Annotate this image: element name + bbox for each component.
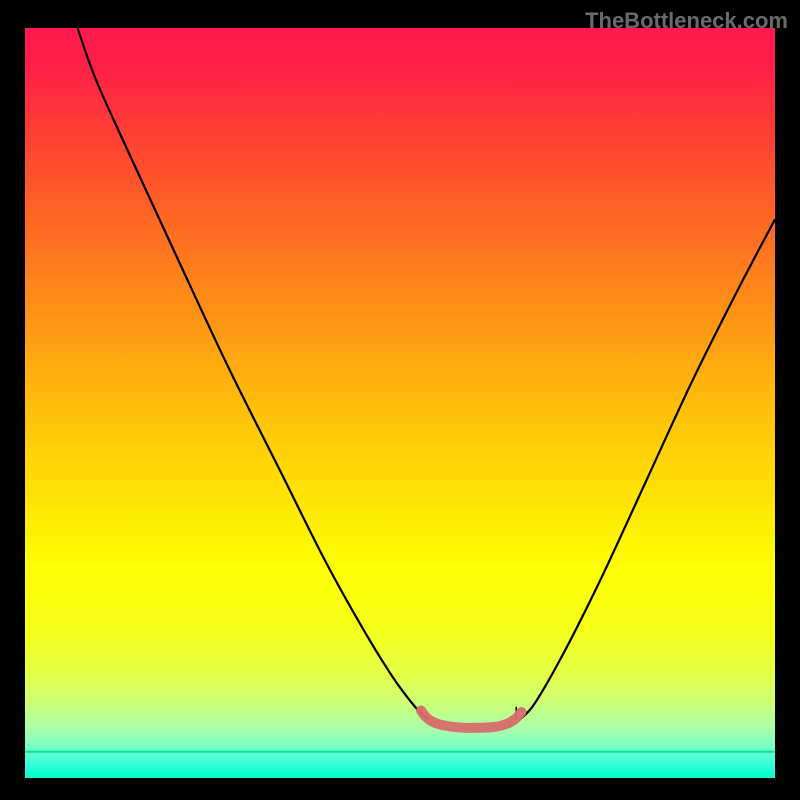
plot-area	[25, 28, 775, 778]
watermark-text: TheBottleneck.com	[585, 8, 788, 34]
gradient-background	[25, 28, 775, 778]
chart-svg	[25, 28, 775, 778]
chart-container: TheBottleneck.com	[0, 0, 800, 800]
